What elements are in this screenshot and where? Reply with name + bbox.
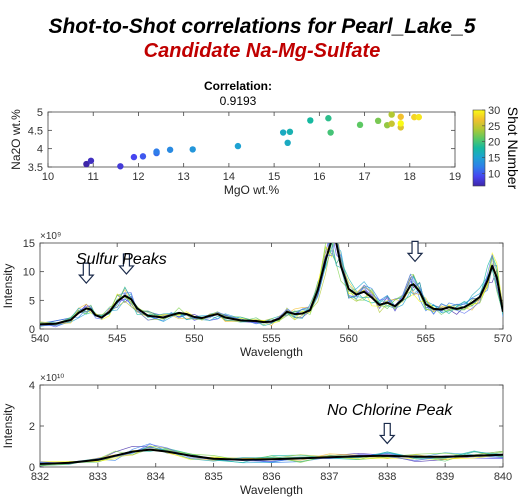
- colorbar-gradient: [472, 109, 486, 187]
- scatter-point: [189, 146, 196, 153]
- chlorine-spectrum-plot-area: [39, 384, 504, 468]
- colorbar-tick-label: 20: [488, 137, 500, 149]
- scatter-point: [83, 160, 90, 168]
- colorbar-tick-label: 30: [488, 105, 500, 117]
- scatter-point: [356, 121, 364, 129]
- scatter-point: [397, 113, 404, 120]
- sulfur-spectrum-x-tick-label: 540: [31, 333, 49, 345]
- scatter-x-tick-label: 18: [404, 171, 416, 183]
- scatter-y-tick-label: 4.5: [28, 125, 43, 137]
- sulfur-spectrum-annotation: Sulfur Peaks: [76, 251, 167, 268]
- scatter-x-tick-label: 12: [132, 171, 144, 183]
- sulfur-spectrum-exponent-label: ×10⁹: [40, 231, 61, 242]
- chart-title: Shot-to-Shot correlations for Pearl_Lake…: [48, 15, 475, 38]
- chlorine-spectrum-y-tick-label: 4: [29, 380, 35, 392]
- scatter-point: [307, 117, 314, 124]
- scatter-x-tick-label: 11: [88, 171, 99, 183]
- scatter-point: [234, 142, 242, 150]
- sulfur-spectrum-x-tick-label: 555: [262, 333, 280, 345]
- scatter-point: [284, 139, 291, 146]
- sulfur-spectrum-shot-line: [40, 243, 503, 327]
- correlation-value: 0.9193: [220, 94, 257, 108]
- sulfur-spectrum-x-tick-label: 545: [108, 333, 126, 345]
- sulfur-spectrum-x-tick-label: 565: [417, 333, 435, 345]
- scatter-x-tick-label: 19: [449, 171, 461, 183]
- scatter-y-tick-label: 3.5: [28, 162, 43, 174]
- chlorine-spectrum-panel: 832 833 834 835 836 837 838 839 840 0 2 4 Wavelength…: [1, 373, 512, 497]
- scatter-plot-area: [47, 111, 456, 168]
- scatter-point: [279, 129, 287, 136]
- correlation-label: Correlation:: [204, 79, 272, 93]
- scatter-x-tick-label: 15: [268, 171, 280, 183]
- scatter-point: [87, 157, 95, 164]
- sulfur-spectrum-y-tick-label: 5: [29, 295, 35, 307]
- scatter-point: [415, 113, 423, 121]
- scatter-x-axis-label: MgO wt.%: [224, 183, 280, 197]
- scatter-point: [139, 153, 147, 160]
- colorbar-label: Shot Number: [505, 107, 521, 190]
- sulfur-spectrum-y-axis-label: Intensity: [1, 264, 15, 309]
- scatter-y-tick-label: 5: [37, 107, 43, 119]
- chlorine-spectrum-x-tick-label: 834: [147, 471, 165, 483]
- sulfur-spectrum-x-tick-label: 550: [185, 333, 203, 345]
- sulfur-spectrum-arrow: [406, 240, 424, 263]
- scatter-point: [374, 117, 382, 125]
- chlorine-spectrum-mean-line: [40, 448, 503, 465]
- sulfur-spectrum-y-tick-label: 10: [23, 267, 35, 279]
- scatter-point: [117, 163, 124, 170]
- sulfur-spectrum-mean-line: [40, 243, 503, 326]
- colorbar-tick-label: 15: [488, 153, 500, 165]
- scatter-point: [397, 120, 404, 127]
- chlorine-spectrum-x-tick-label: 837: [320, 471, 338, 483]
- chlorine-spectrum-x-axis-label: Wavelength: [240, 483, 303, 497]
- scatter-point: [286, 128, 294, 135]
- chlorine-spectrum-x-tick-label: 833: [89, 471, 107, 483]
- scatter-x-tick-label: 16: [313, 171, 325, 183]
- scatter-y-axis-label: Na2O wt.%: [9, 109, 23, 170]
- sulfur-spectrum-plot-area: [39, 242, 504, 330]
- sulfur-spectrum-y-tick-label: 15: [23, 238, 35, 250]
- chlorine-spectrum-x-tick-label: 836: [262, 471, 280, 483]
- chlorine-spectrum-exponent-label: ×10¹⁰: [40, 373, 64, 384]
- colorbar: 10 15 20 25 30 Shot Number: [472, 105, 521, 190]
- colorbar-tick-label: 25: [488, 121, 500, 133]
- sulfur-spectrum-panel: 540 545 550 555 560 565 570 0 5 10 15 Wavelength Int…: [1, 231, 512, 359]
- scatter-point: [388, 111, 395, 118]
- chlorine-spectrum-x-tick-label: 839: [436, 471, 454, 483]
- scatter-x-tick-label: 14: [223, 171, 235, 183]
- scatter-point: [411, 113, 418, 121]
- scatter-x-tick-label: 17: [358, 171, 370, 183]
- scatter-panel: Correlation: 0.9193 10 11 12 13 14 15 16 17 18 19…: [9, 79, 521, 197]
- scatter-x-tick-label: 13: [178, 171, 190, 183]
- scatter-point: [153, 148, 160, 155]
- chlorine-spectrum-x-tick-label: 840: [494, 471, 512, 483]
- sulfur-spectrum-y-tick-label: 0: [29, 324, 35, 336]
- scatter-y-tick-label: 4: [37, 144, 43, 156]
- sulfur-spectrum-arrow: [118, 253, 135, 275]
- chlorine-spectrum-arrow: [378, 422, 396, 445]
- colorbar-tick-label: 10: [488, 168, 500, 180]
- scatter-point: [388, 120, 395, 127]
- sulfur-spectrum-x-tick-label: 570: [494, 333, 512, 345]
- chart-subtitle: Candidate Na-Mg-Sulfate: [144, 40, 381, 62]
- chlorine-spectrum-y-axis-label: Intensity: [1, 404, 15, 449]
- chlorine-spectrum-y-tick-label: 0: [29, 462, 35, 474]
- scatter-point: [130, 153, 138, 161]
- chlorine-spectrum-x-tick-label: 832: [31, 471, 49, 483]
- scatter-point: [327, 129, 334, 136]
- sulfur-spectrum-x-axis-label: Wavelength: [240, 345, 303, 359]
- scatter-point: [166, 146, 174, 153]
- chlorine-spectrum-y-tick-label: 2: [29, 421, 35, 433]
- chlorine-spectrum-x-tick-label: 838: [378, 471, 396, 483]
- chlorine-spectrum-annotation: No Chlorine Peak: [327, 402, 453, 419]
- sulfur-spectrum-arrow: [77, 262, 95, 285]
- scatter-point: [325, 115, 332, 122]
- sulfur-spectrum-x-tick-label: 560: [339, 333, 357, 345]
- scatter-x-tick-label: 10: [42, 171, 54, 183]
- chlorine-spectrum-x-tick-label: 835: [204, 471, 222, 483]
